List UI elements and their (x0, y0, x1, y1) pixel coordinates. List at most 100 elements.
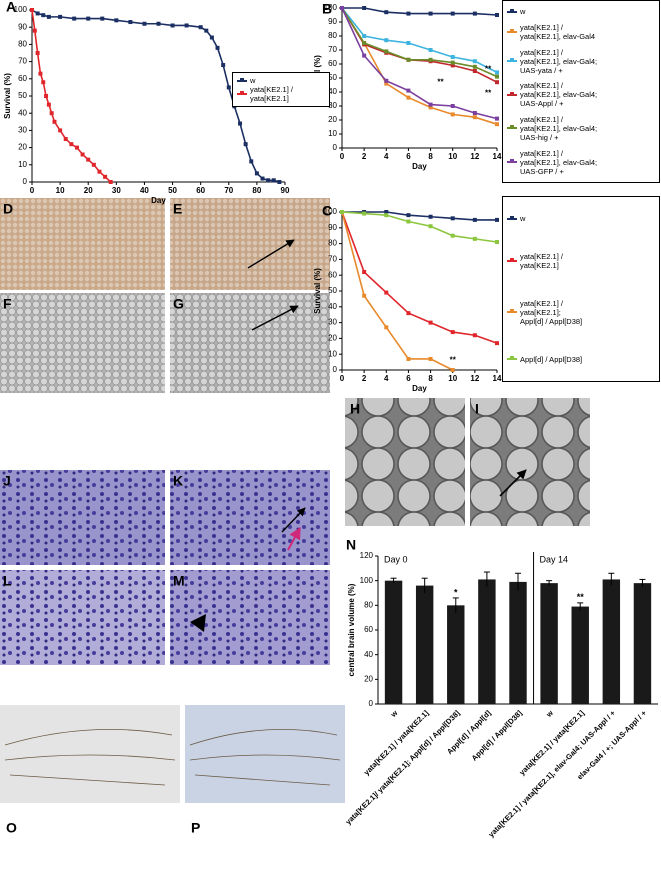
x-tick-label: 70 (224, 186, 233, 195)
annotation: ** (485, 65, 492, 74)
data-point (406, 219, 411, 224)
data-point (108, 180, 113, 184)
y-tick-label: 20 (18, 143, 27, 152)
data-point (35, 11, 40, 16)
data-point (362, 293, 367, 298)
x-tick-label: 90 (281, 186, 290, 195)
bar (415, 585, 434, 704)
panel-label: M (173, 573, 185, 589)
data-point (450, 368, 455, 372)
data-point (428, 105, 433, 110)
y-tick-label: 40 (328, 87, 337, 96)
image-texture (470, 398, 590, 526)
x-tick-label: 2 (362, 152, 367, 161)
data-point (472, 64, 477, 69)
x-axis-label: Day (412, 162, 427, 171)
y-tick-label: 60 (328, 59, 337, 68)
data-point (32, 28, 37, 33)
x-tick-label: 12 (470, 152, 479, 161)
panel-label: C (322, 203, 332, 219)
arrow (287, 526, 301, 551)
arrowhead (190, 614, 206, 632)
data-point (384, 213, 389, 218)
panel-label: F (3, 296, 12, 312)
data-point (495, 80, 499, 85)
data-point (30, 8, 34, 12)
legend-label: w (520, 214, 526, 224)
y-tick-label: 90 (328, 223, 337, 232)
legend-item: yata[KE2.1] / yata[KE2.1], elav-Gal4; UA… (507, 81, 655, 108)
x-tick-label: 60 (196, 186, 205, 195)
data-point (46, 102, 51, 107)
legend-label: yata[KE2.1] / yata[KE2.1], elav-Gal4; UA… (520, 114, 598, 142)
panel-label: K (173, 473, 183, 489)
series-line (341, 7, 498, 125)
data-point (91, 162, 96, 167)
data-point (495, 13, 499, 17)
legend-label: yata[KE2.1] / yata[KE2.1] (520, 252, 563, 271)
data-point (86, 16, 91, 21)
series-line (341, 211, 454, 371)
series-line (342, 211, 497, 221)
data-point (472, 236, 477, 241)
legend-item: yata[KE2.1] / yata[KE2.1], elav-Gal4; UA… (507, 48, 655, 75)
legend-label: yata[KE2.1] / yata[KE2.1]; Appl[d] / App… (520, 298, 583, 326)
data-point (384, 81, 389, 86)
image-texture (0, 470, 165, 565)
panel-label: N (346, 537, 356, 553)
data-point (38, 71, 43, 76)
legend-item: w (507, 214, 655, 223)
data-point (340, 210, 344, 214)
data-point (472, 333, 477, 338)
data-point (72, 16, 77, 21)
y-tick-label: 40 (364, 650, 373, 659)
data-point (450, 11, 455, 16)
legend-item: Appl[d] / Appl[D38] (507, 355, 655, 364)
panel-label: E (173, 201, 182, 217)
image-texture (170, 470, 330, 565)
legend-item: w (507, 7, 655, 16)
x-axis-label: Day (151, 196, 166, 205)
y-tick-label: 100 (360, 576, 374, 585)
data-point (384, 325, 389, 330)
data-point (63, 137, 68, 141)
data-point (450, 330, 455, 335)
panel-label: P (191, 820, 200, 836)
y-tick-label: 40 (328, 302, 337, 311)
y-axis-label: Survival (%) (3, 73, 12, 119)
legend-label: w (250, 76, 256, 85)
y-tick-label: 20 (328, 334, 337, 343)
image-texture (170, 198, 330, 290)
data-point (428, 214, 433, 219)
y-tick-label: 10 (18, 160, 27, 169)
data-point (406, 57, 411, 62)
x-tick-label: 2 (362, 374, 367, 383)
image-panel (185, 705, 345, 803)
y-tick-label: 70 (18, 57, 27, 66)
data-point (243, 142, 248, 147)
group-label: Day 0 (384, 554, 408, 564)
x-tick-label: 0 (340, 152, 345, 161)
data-point (362, 53, 367, 58)
legend-swatch (507, 58, 517, 63)
data-point (100, 16, 105, 21)
x-tick-label: 4 (384, 374, 389, 383)
y-tick-label: 20 (364, 674, 373, 683)
y-tick-label: 10 (328, 129, 337, 138)
series-line (341, 7, 498, 78)
data-point (472, 111, 477, 115)
bar (509, 581, 527, 704)
x-tick-label: 12 (470, 374, 479, 383)
legend-label: Appl[d] / Appl[D38] (520, 354, 583, 364)
y-tick-label: 0 (369, 699, 374, 708)
y-tick-label: 0 (333, 365, 338, 374)
legend-swatch (507, 159, 517, 164)
x-axis-label: Day (412, 384, 427, 393)
panel-label: G (173, 296, 184, 312)
x-tick-label: 50 (168, 186, 177, 195)
data-point (238, 121, 243, 126)
bar (602, 579, 621, 704)
data-point (428, 102, 433, 107)
panel-label: A (6, 0, 16, 15)
data-point (384, 38, 389, 43)
